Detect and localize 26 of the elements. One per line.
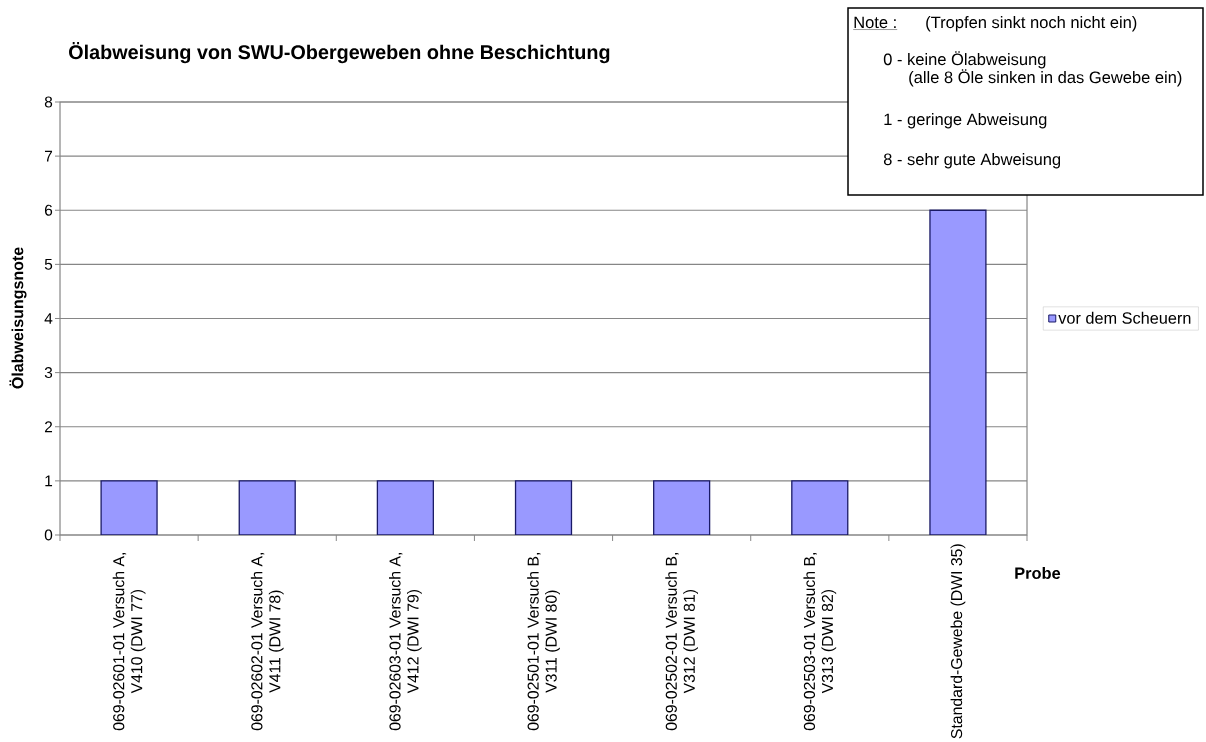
text: 0 - keine Ölabweisung	[883, 51, 1046, 69]
y-tick-label: 2	[44, 421, 53, 433]
y-tick-label: 0	[44, 529, 53, 541]
text: (alle 8 Öle sinken in das Gewebe ein)	[909, 69, 1182, 87]
chart-title: Ölabweisung von SWU-Obergeweben ohne Beschichtung	[69, 41, 610, 64]
y-tick-label: 4	[44, 313, 53, 324]
x-tick-label: Standard-Gewebe (DWI 35)	[950, 544, 966, 739]
text: (Tropfen sinkt noch nicht ein)	[926, 15, 1137, 32]
y-tick-label: 1	[45, 475, 53, 487]
x-tick-label: 069-02603-01 Versuch A, V412 (DWI 79)	[389, 552, 422, 731]
y-tick-label: 3	[44, 367, 53, 379]
x-tick-label: 069-02601-01 Versuch A, V410 (DWI 77)	[112, 552, 146, 731]
x-tick-label: 069-02502-01 Versuch B, V312 (DWI 81)	[665, 552, 699, 731]
y-tick-label: 8	[44, 96, 53, 108]
x-tick-label: 069-02503-01 Versuch B, V313 (DWI 82)	[803, 552, 837, 731]
text: Note :	[854, 16, 896, 29]
y-tick-label: 7	[44, 150, 53, 162]
annotation: 1 - geringe Abweisung	[884, 112, 1047, 129]
x-axis-title: Probe	[1015, 566, 1061, 579]
x-tick-label: 069-02501-01 Versuch B, V311 (DWI 80)	[527, 552, 560, 731]
y-tick-label: 6	[44, 204, 53, 216]
x-tick-label: 069-02602-01 Versuch A, V411 (DWI 78)	[250, 552, 284, 731]
y-axis-title: Ölabweisungsnote	[9, 247, 27, 389]
annotation: 8 - sehr gute Abweisung	[883, 152, 1061, 169]
legend-label: vor dem Scheuern	[1058, 311, 1191, 324]
y-tick-label: 5	[44, 258, 53, 270]
